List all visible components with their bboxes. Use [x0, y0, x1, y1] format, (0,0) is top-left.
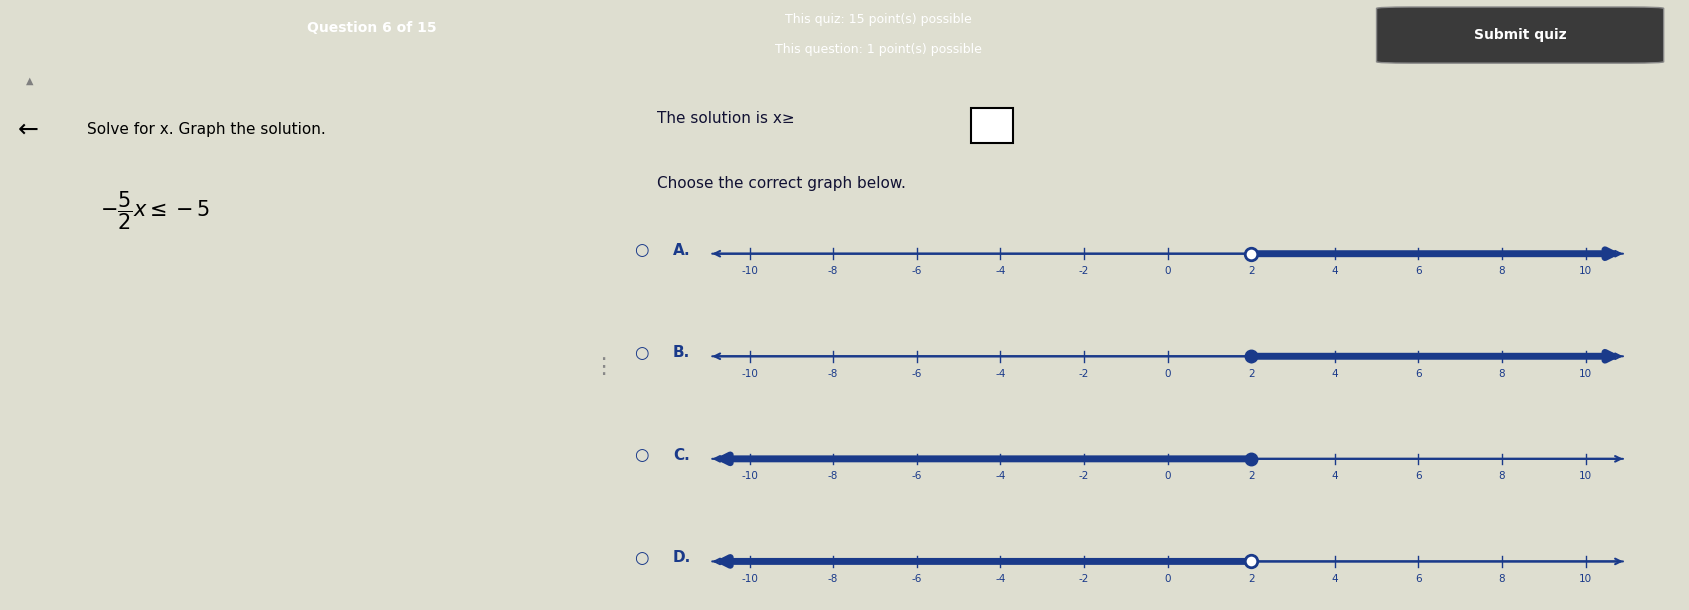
Text: Question 6 of 15: Question 6 of 15	[307, 21, 436, 35]
Text: ○: ○	[633, 549, 649, 567]
FancyBboxPatch shape	[1377, 7, 1664, 63]
Text: The solution is x≥: The solution is x≥	[657, 111, 794, 126]
Text: ⋮: ⋮	[593, 357, 615, 377]
Text: ▲: ▲	[27, 76, 34, 86]
Text: D.: D.	[672, 550, 691, 565]
Text: A.: A.	[672, 243, 691, 257]
Text: ←: ←	[17, 118, 39, 142]
Text: Submit quiz: Submit quiz	[1474, 28, 1566, 42]
Text: B.: B.	[672, 345, 691, 361]
Text: ○: ○	[633, 447, 649, 464]
Text: This question: 1 point(s) possible: This question: 1 point(s) possible	[775, 43, 981, 56]
Text: Solve for x. Graph the solution.: Solve for x. Graph the solution.	[88, 122, 326, 137]
Text: Choose the correct graph below.: Choose the correct graph below.	[657, 176, 905, 191]
Text: ○: ○	[633, 241, 649, 259]
Text: $-\dfrac{5}{2}x \leq -5$: $-\dfrac{5}{2}x \leq -5$	[100, 189, 211, 232]
Bar	[971, 108, 1013, 143]
Text: This quiz: 15 point(s) possible: This quiz: 15 point(s) possible	[785, 13, 971, 26]
Text: C.: C.	[672, 448, 689, 463]
Text: ○: ○	[633, 344, 649, 362]
